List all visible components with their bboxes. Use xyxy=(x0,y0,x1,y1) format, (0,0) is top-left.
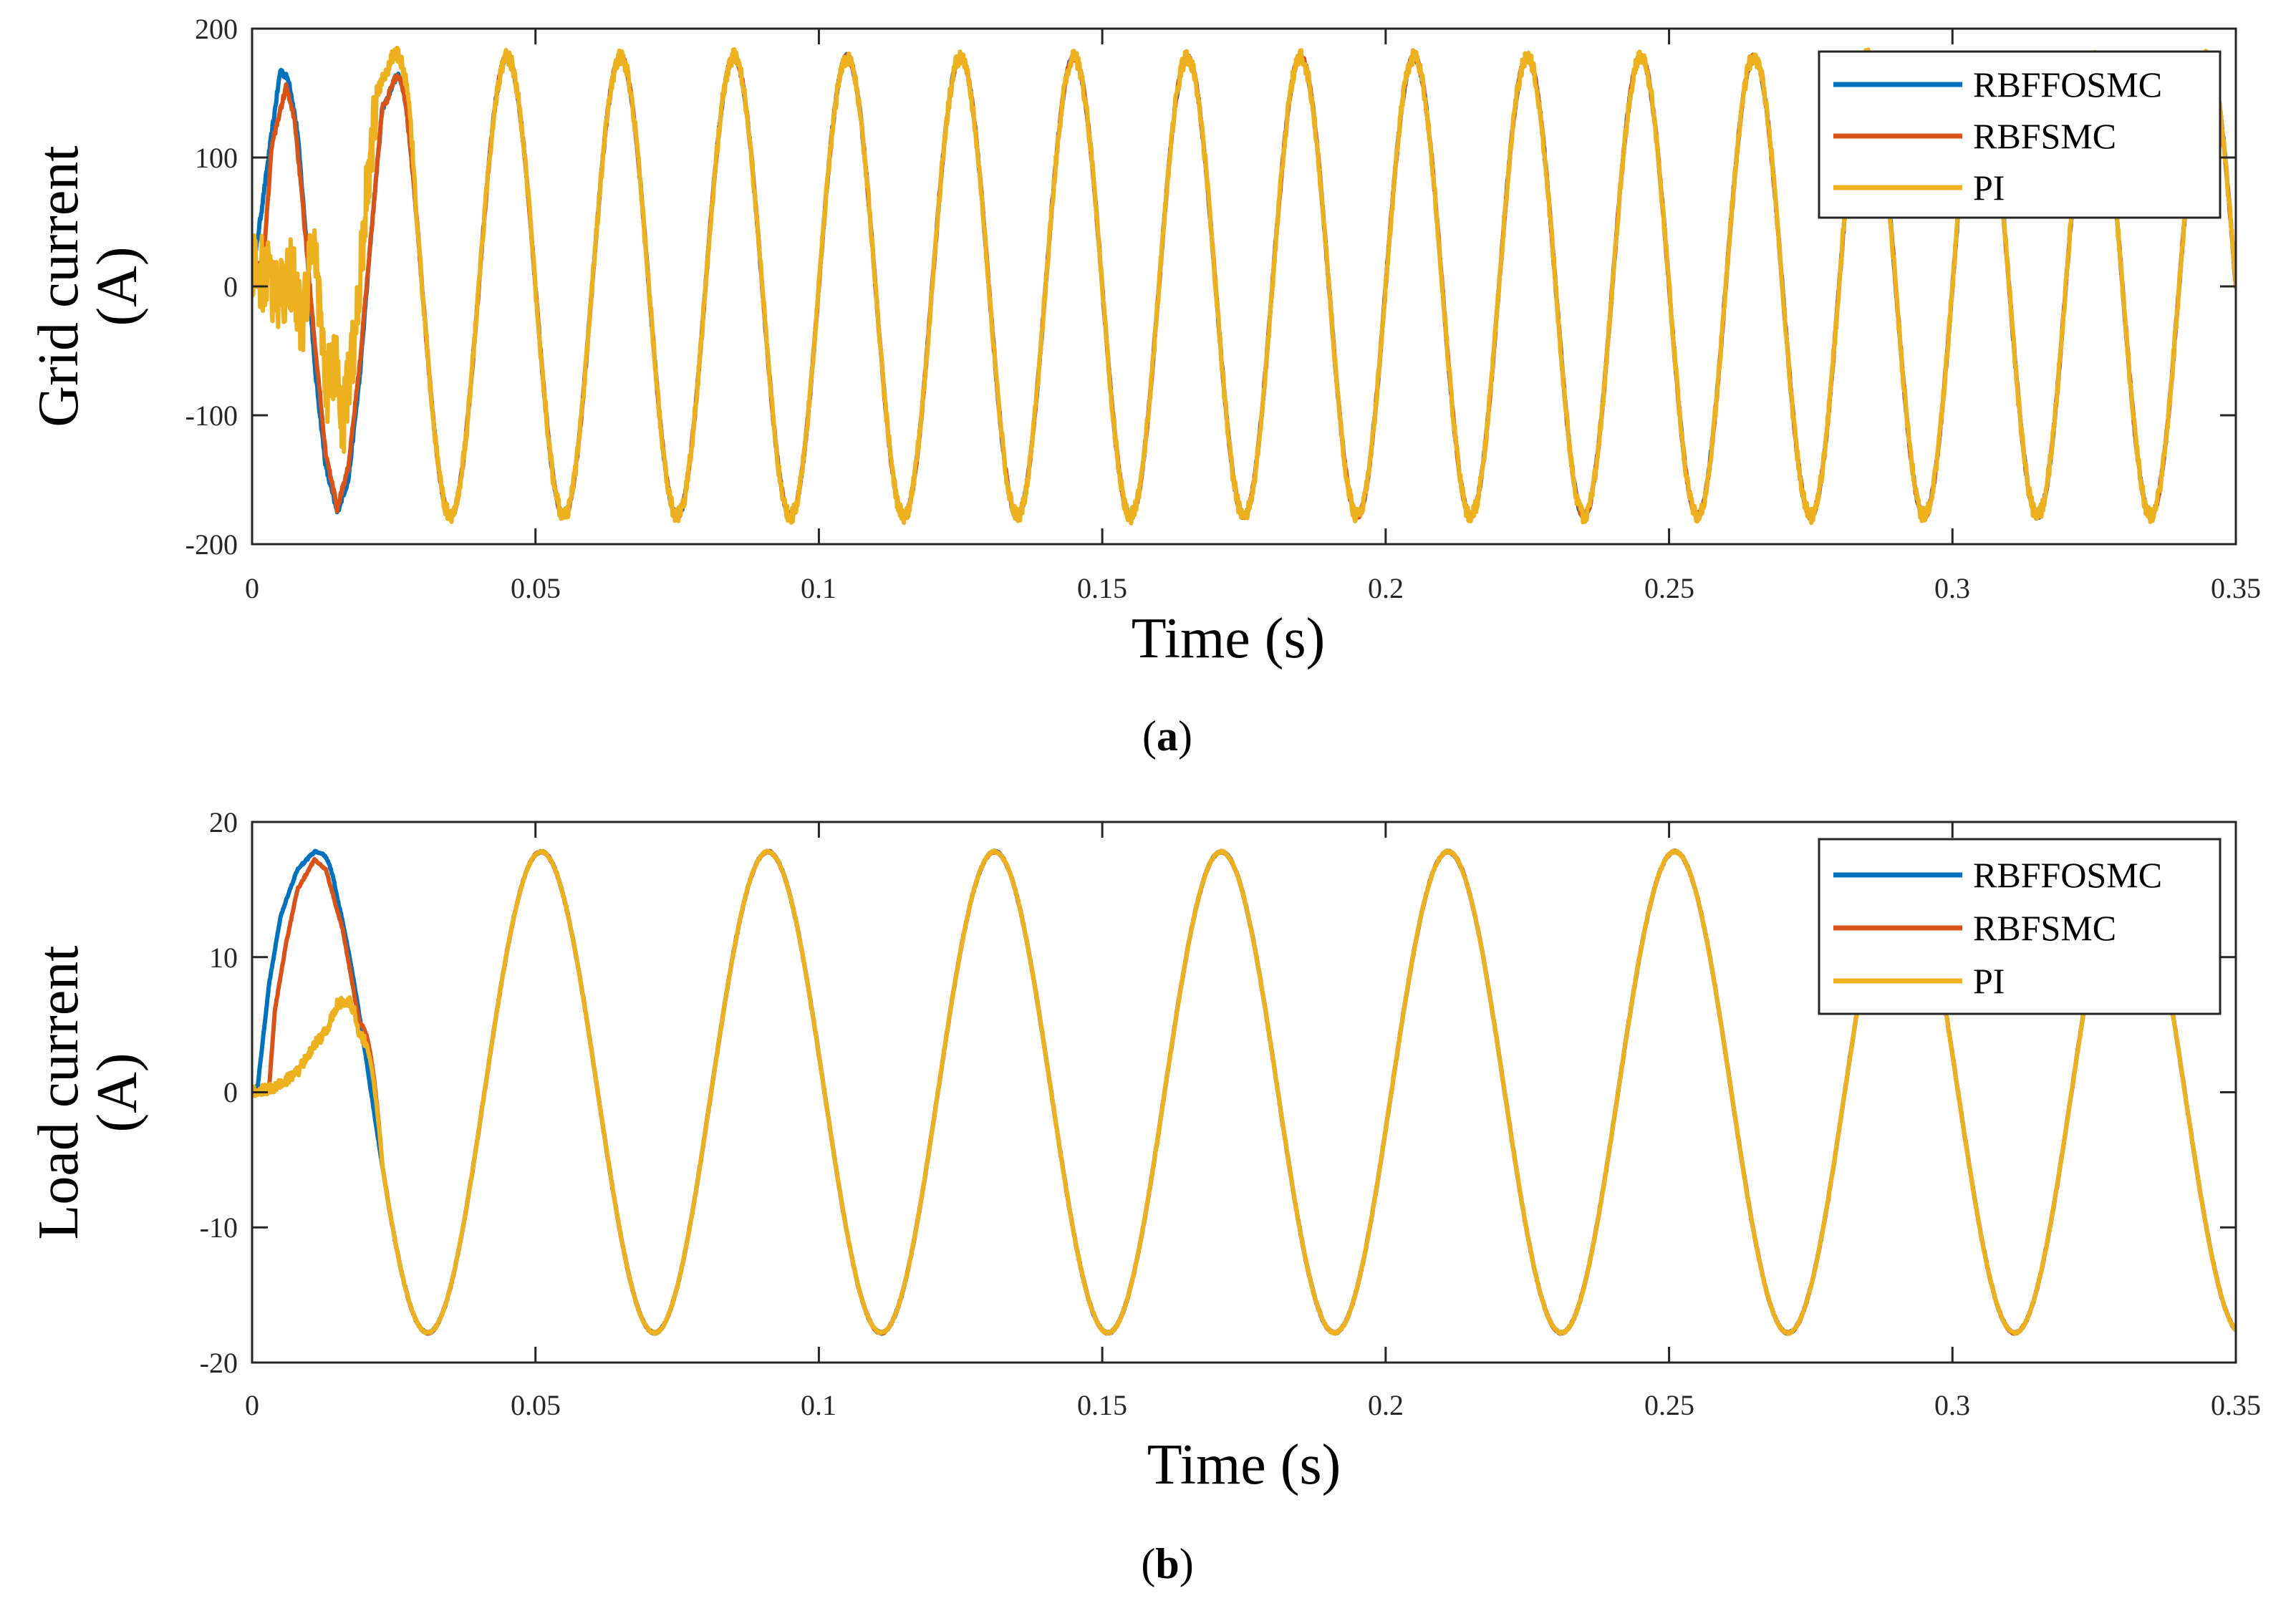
panel-b-ytick-label: 20 xyxy=(209,806,238,838)
panel-a-caption: (a) xyxy=(1142,712,1192,760)
panel-a-caption-open: ( xyxy=(1142,712,1157,760)
panel-a-x-tick-labels: 0 0.05 0.1 0.15 0.2 0.25 0.3 0.35 xyxy=(245,572,2261,604)
panel-b-caption-close: ) xyxy=(1180,1540,1194,1587)
panel-b-xtick-label: 0.3 xyxy=(1934,1389,1970,1421)
panel-a-y-tick-labels: -200 -100 0 100 200 xyxy=(185,13,238,561)
panel-b-legend-label-pi: PI xyxy=(1973,961,2005,1001)
panel-a-xtick-label: 0.1 xyxy=(801,572,836,604)
panel-a-series-pi-line xyxy=(252,45,2236,526)
panel-b-xtick-label: 0.1 xyxy=(801,1389,836,1421)
panel-a-legend-label-rbffosmc: RBFFOSMC xyxy=(1973,64,2162,105)
panel-b-y-tick-labels: -20 -10 0 10 20 xyxy=(200,806,238,1379)
panel-a-series-layer xyxy=(252,45,2236,526)
panel-b-legend: RBFFOSMC RBFSMC PI xyxy=(1818,838,2222,1015)
panel-b: 0 0.05 0.1 0.15 0.2 0.25 0.3 0.35 -20 -1… xyxy=(27,806,2261,1587)
panel-a-y-axis-label-line-1: Grid current xyxy=(27,145,90,427)
panel-b-legend-label-rbffosmc: RBFFOSMC xyxy=(1973,855,2162,895)
panel-b-caption: (b) xyxy=(1141,1540,1193,1587)
panel-b-y-axis-label-line-2: (A) xyxy=(86,1053,149,1132)
panel-a-x-axis-label: Time (s) xyxy=(1132,607,1325,670)
panel-b-y-axis-label-line-1: Load current xyxy=(27,946,90,1240)
panel-a-ytick-label: 100 xyxy=(195,142,238,174)
panel-a: 0 0.05 0.1 0.15 0.2 0.25 0.3 0.35 -200 -… xyxy=(27,13,2261,760)
panel-b-xtick-label: 0.25 xyxy=(1644,1389,1694,1421)
panel-b-y-axis-label: Load current (A) xyxy=(27,946,149,1240)
panel-b-ticks xyxy=(251,821,2237,1364)
panel-a-ticks xyxy=(251,27,2237,546)
panel-b-xtick-label: 0 xyxy=(245,1389,259,1421)
panel-b-ytick-label: -10 xyxy=(200,1211,238,1244)
panel-b-x-axis-label: Time (s) xyxy=(1147,1433,1341,1496)
panel-a-ytick-label: 200 xyxy=(195,13,238,45)
panel-a-caption-letter: a xyxy=(1157,712,1178,760)
panel-a-legend-label-pi: PI xyxy=(1973,168,2005,208)
panel-a-xtick-label: 0.2 xyxy=(1368,572,1404,604)
panel-a-grid-layer xyxy=(252,45,2236,526)
panel-b-caption-letter: b xyxy=(1155,1540,1179,1587)
panel-a-legend: RBFFOSMC RBFSMC PI xyxy=(1818,50,2222,219)
panel-b-legend-label-rbfsmc: RBFSMC xyxy=(1973,908,2116,948)
panel-a-legend-label-rbfsmc: RBFSMC xyxy=(1973,116,2116,156)
panel-b-caption-open: ( xyxy=(1141,1540,1155,1587)
panel-b-xtick-label: 0.2 xyxy=(1368,1389,1404,1421)
panel-b-x-tick-labels: 0 0.05 0.1 0.15 0.2 0.25 0.3 0.35 xyxy=(245,1389,2261,1421)
panel-a-xtick-label: 0.05 xyxy=(511,572,561,604)
panel-b-ytick-label: 10 xyxy=(209,942,238,974)
panel-b-ytick-label: 0 xyxy=(223,1076,238,1108)
panel-b-ytick-label: -20 xyxy=(200,1347,238,1379)
panel-a-xtick-label: 0.15 xyxy=(1077,572,1127,604)
panel-a-xtick-label: 0.25 xyxy=(1644,572,1694,604)
panel-a-ytick-label: -100 xyxy=(185,400,238,432)
panel-a-y-axis-label: Grid current (A) xyxy=(27,145,149,427)
panel-a-xtick-label: 0.35 xyxy=(2211,572,2261,604)
panel-a-ytick-label: -200 xyxy=(185,528,238,561)
panel-a-caption-close: ) xyxy=(1178,712,1192,760)
panel-a-xtick-label: 0 xyxy=(245,572,259,604)
panel-a-xtick-label: 0.3 xyxy=(1934,572,1970,604)
panel-a-ytick-label: 0 xyxy=(223,271,238,303)
panel-b-xtick-label: 0.35 xyxy=(2211,1389,2261,1421)
panel-b-xtick-label: 0.15 xyxy=(1077,1389,1127,1421)
panel-b-xtick-label: 0.05 xyxy=(511,1389,561,1421)
panel-a-y-axis-label-line-2: (A) xyxy=(86,246,149,326)
